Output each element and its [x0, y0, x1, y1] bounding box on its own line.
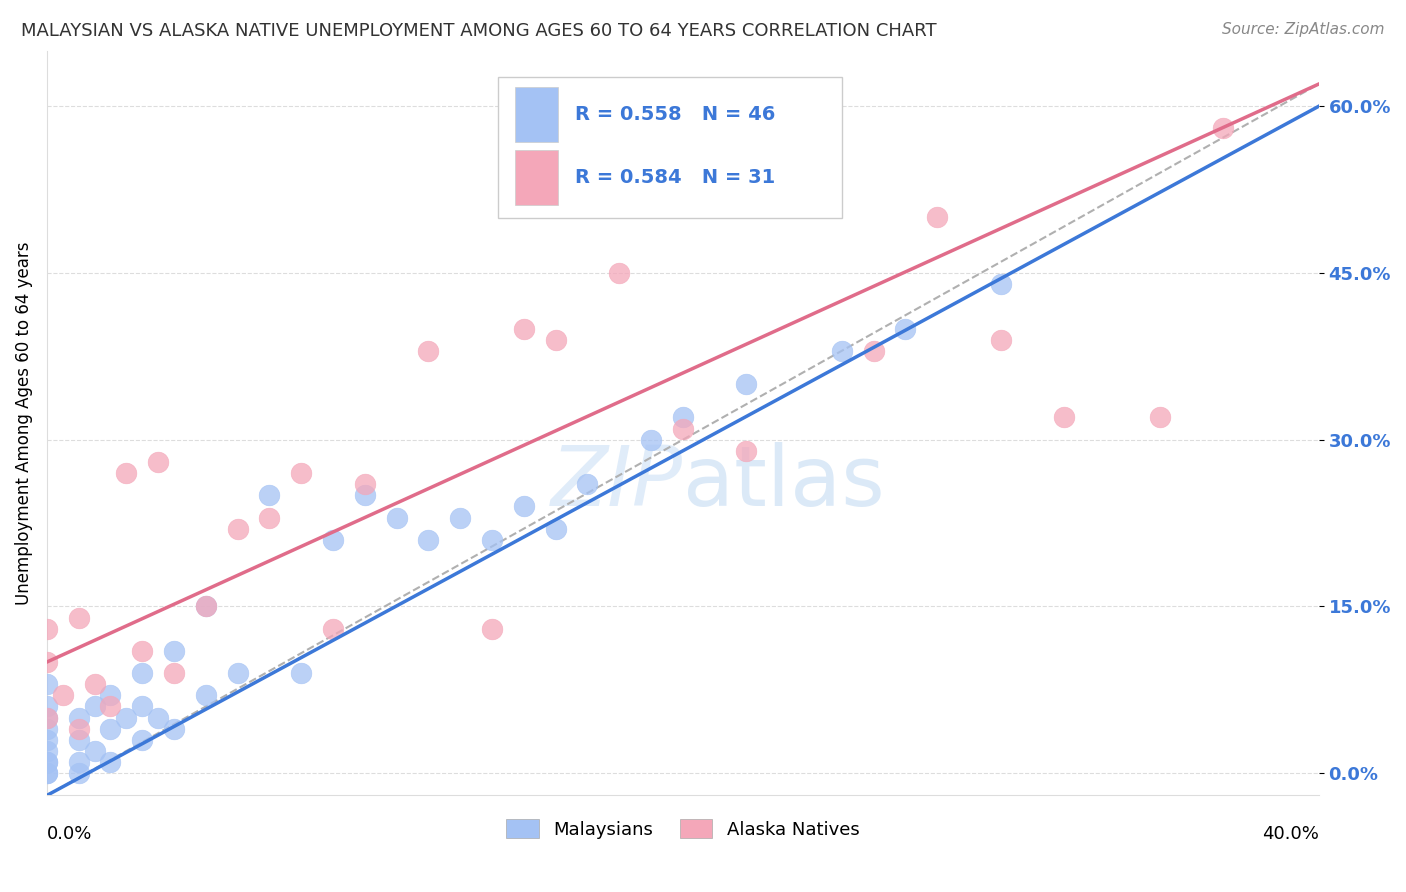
Point: [894, 321, 917, 335]
Point: [290, 466, 312, 480]
Point: [35, 722, 58, 736]
Point: [1149, 410, 1171, 425]
Point: [163, 644, 186, 658]
FancyBboxPatch shape: [515, 87, 558, 143]
Point: [194, 689, 217, 703]
Point: [131, 699, 153, 714]
Point: [148, 455, 170, 469]
Point: [735, 377, 758, 392]
Point: [481, 533, 503, 547]
Point: [290, 666, 312, 681]
Point: [418, 533, 440, 547]
Point: [481, 622, 503, 636]
FancyBboxPatch shape: [515, 150, 558, 205]
Point: [831, 343, 853, 358]
Text: 40.0%: 40.0%: [1263, 825, 1319, 843]
Point: [607, 266, 630, 280]
Point: [35, 744, 58, 758]
Point: [35, 710, 58, 724]
Point: [449, 510, 471, 524]
Point: [672, 410, 695, 425]
Point: [148, 710, 170, 724]
Point: [226, 666, 249, 681]
Point: [115, 710, 138, 724]
Point: [35, 677, 58, 691]
Point: [131, 732, 153, 747]
Point: [672, 421, 695, 435]
Point: [163, 722, 186, 736]
Legend: Malaysians, Alaska Natives: Malaysians, Alaska Natives: [499, 812, 868, 846]
Point: [927, 211, 949, 225]
Point: [163, 666, 186, 681]
Point: [115, 466, 138, 480]
Point: [67, 722, 90, 736]
Point: [259, 510, 281, 524]
Point: [194, 599, 217, 614]
Point: [35, 755, 58, 769]
Point: [513, 321, 536, 335]
Point: [385, 510, 408, 524]
Point: [35, 755, 58, 769]
Point: [100, 699, 122, 714]
Point: [35, 766, 58, 780]
Point: [259, 488, 281, 502]
Point: [544, 333, 567, 347]
Text: 0.0%: 0.0%: [46, 825, 93, 843]
Point: [862, 343, 884, 358]
FancyBboxPatch shape: [498, 77, 842, 219]
Y-axis label: Unemployment Among Ages 60 to 64 years: Unemployment Among Ages 60 to 64 years: [15, 242, 32, 605]
Point: [35, 766, 58, 780]
Point: [35, 655, 58, 669]
Point: [322, 622, 344, 636]
Text: MALAYSIAN VS ALASKA NATIVE UNEMPLOYMENT AMONG AGES 60 TO 64 YEARS CORRELATION CH: MALAYSIAN VS ALASKA NATIVE UNEMPLOYMENT …: [21, 22, 936, 40]
Point: [83, 677, 105, 691]
Point: [35, 732, 58, 747]
Point: [100, 722, 122, 736]
Point: [576, 477, 599, 491]
Text: Source: ZipAtlas.com: Source: ZipAtlas.com: [1222, 22, 1385, 37]
Point: [131, 644, 153, 658]
Point: [418, 343, 440, 358]
Point: [226, 522, 249, 536]
Point: [1212, 121, 1234, 136]
Point: [640, 433, 662, 447]
Point: [100, 689, 122, 703]
Point: [67, 732, 90, 747]
Point: [52, 689, 75, 703]
Point: [354, 488, 377, 502]
Point: [990, 333, 1012, 347]
Point: [83, 699, 105, 714]
Point: [513, 500, 536, 514]
Text: atlas: atlas: [683, 442, 884, 523]
Point: [67, 755, 90, 769]
Point: [67, 710, 90, 724]
Point: [544, 522, 567, 536]
Point: [131, 666, 153, 681]
Point: [67, 610, 90, 624]
Point: [735, 443, 758, 458]
Point: [322, 533, 344, 547]
Point: [990, 277, 1012, 291]
Point: [67, 766, 90, 780]
Point: [35, 699, 58, 714]
Point: [194, 599, 217, 614]
Point: [35, 710, 58, 724]
Point: [100, 755, 122, 769]
Point: [83, 744, 105, 758]
Text: R = 0.584   N = 31: R = 0.584 N = 31: [575, 169, 775, 187]
Point: [1053, 410, 1076, 425]
Point: [354, 477, 377, 491]
Text: R = 0.558   N = 46: R = 0.558 N = 46: [575, 105, 775, 124]
Point: [35, 622, 58, 636]
Text: ZIP: ZIP: [551, 442, 683, 523]
